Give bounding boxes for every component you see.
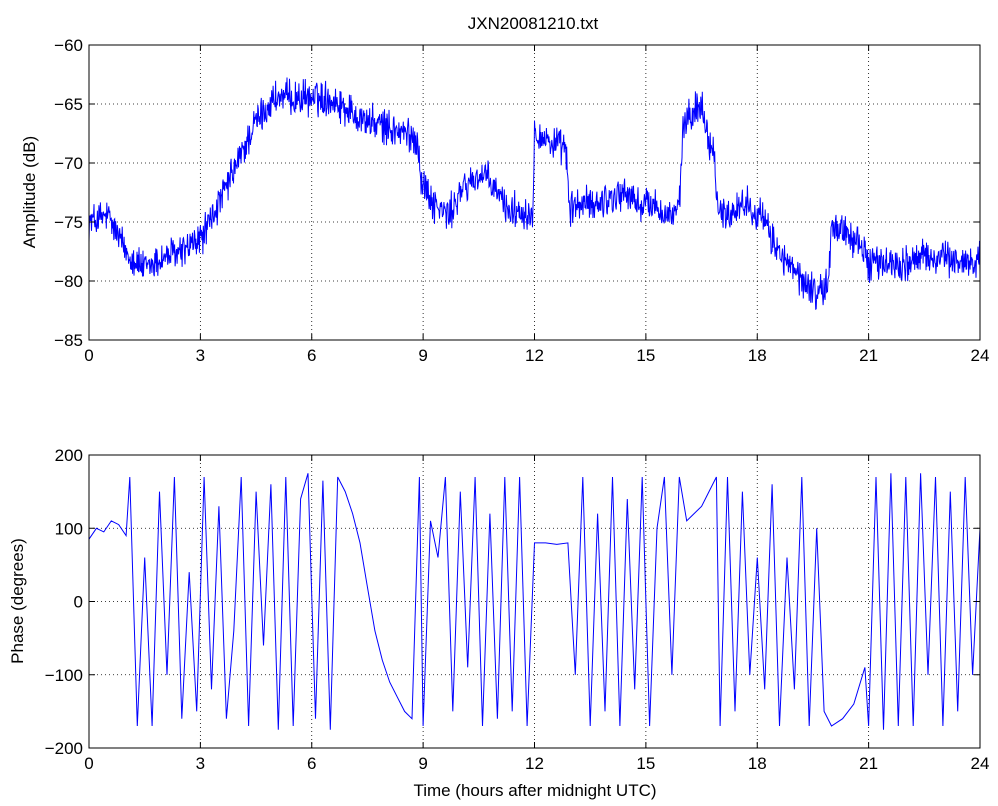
x-tick-label: 21	[859, 754, 878, 773]
y-tick-label: 0	[74, 593, 83, 612]
x-tick-label: 18	[748, 346, 767, 365]
x-tick-label: 12	[525, 346, 544, 365]
y-tick-label: −70	[54, 154, 83, 173]
amplitude-y-axis-label: Amplitude (dB)	[20, 136, 39, 248]
x-tick-label: 3	[196, 754, 205, 773]
x-tick-label: 9	[418, 754, 427, 773]
amplitude-series-line	[88, 77, 981, 310]
phase-ticks: 0 3 6 9 12 15 18 21 24 200 100 0 −100 −200	[45, 446, 990, 773]
y-tick-label: −65	[54, 95, 83, 114]
amplitude-panel: 0 3 6 9 12 15 18 21 24 −60 −65 −70 −75 −80 −85 Amplitu…	[20, 36, 989, 365]
phase-y-axis-label: Phase (degrees)	[8, 538, 27, 664]
y-tick-label: −100	[45, 666, 83, 685]
amplitude-plot-area	[89, 45, 980, 340]
x-tick-label: 21	[859, 346, 878, 365]
x-tick-label: 15	[636, 346, 655, 365]
x-tick-label: 9	[418, 346, 427, 365]
x-tick-label: 6	[307, 754, 316, 773]
phase-panel: 0 3 6 9 12 15 18 21 24 200 100 0 −100 −200 Phase (deg…	[8, 446, 989, 800]
amplitude-ticks: 0 3 6 9 12 15 18 21 24 −60 −65 −70 −75 −80 −85	[54, 36, 989, 365]
phase-x-axis-label: Time (hours after midnight UTC)	[413, 781, 656, 800]
y-tick-label: 100	[55, 519, 83, 538]
y-tick-label: −85	[54, 331, 83, 350]
y-tick-label: −75	[54, 213, 83, 232]
chart-title: JXN20081210.txt	[468, 14, 599, 33]
x-tick-label: 18	[748, 754, 767, 773]
x-tick-label: 0	[84, 754, 93, 773]
x-tick-label: 6	[307, 346, 316, 365]
x-tick-label: 12	[525, 754, 544, 773]
phase-series-line	[88, 473, 981, 730]
x-tick-label: 24	[971, 754, 990, 773]
x-tick-label: 0	[84, 346, 93, 365]
y-tick-label: −80	[54, 272, 83, 291]
x-tick-label: 15	[636, 754, 655, 773]
y-tick-label: −60	[54, 36, 83, 55]
x-tick-label: 3	[196, 346, 205, 365]
y-tick-label: 200	[55, 446, 83, 465]
y-tick-label: −200	[45, 739, 83, 758]
x-tick-label: 24	[971, 346, 990, 365]
